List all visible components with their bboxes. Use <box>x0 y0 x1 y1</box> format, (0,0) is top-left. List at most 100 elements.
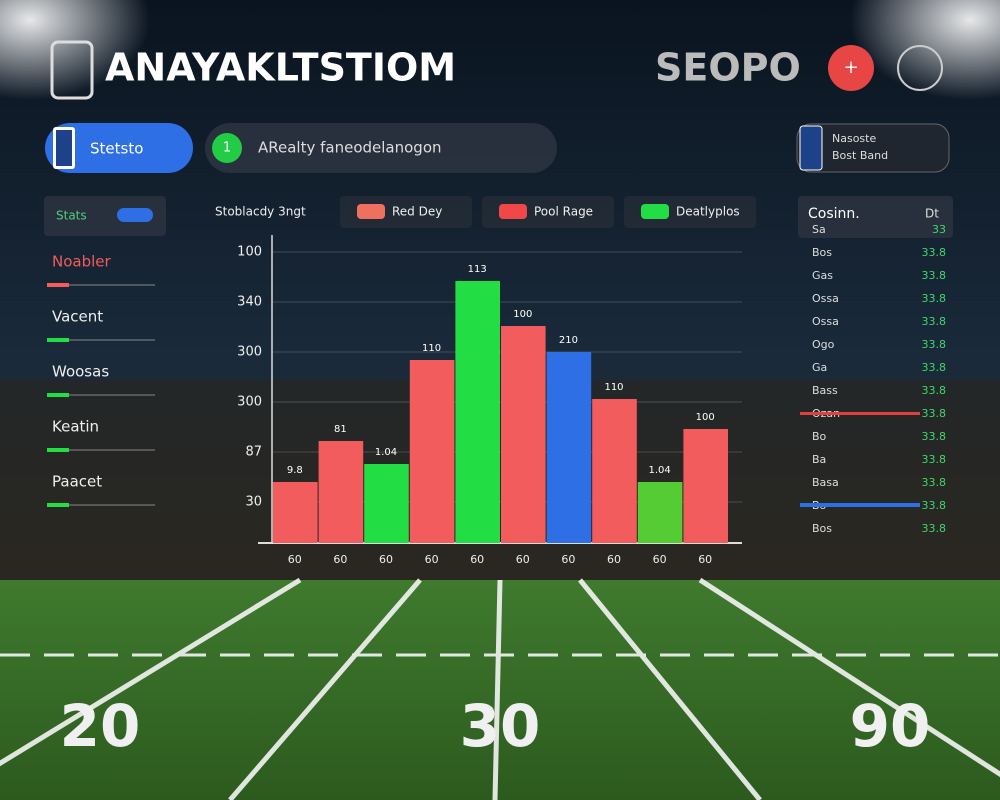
card-title: Nasoste <box>832 132 876 145</box>
legend-label: Pool Rage <box>534 205 593 219</box>
tab-icon <box>56 130 72 166</box>
x-tick-label: 60 <box>288 553 302 566</box>
row-value: 33.8 <box>922 522 947 535</box>
bar <box>318 441 364 543</box>
y-tick-label: 30 <box>245 495 262 510</box>
x-tick-label: 60 <box>698 553 712 566</box>
row-value: 33.8 <box>922 453 947 466</box>
right-tag: Dt <box>925 207 939 221</box>
brand: SEOPO <box>655 46 801 90</box>
right-header <box>798 196 953 238</box>
list-indicator <box>47 338 69 342</box>
yard-number: 30 <box>460 692 541 760</box>
legend-label: Deatlyplos <box>676 205 740 219</box>
legend-label: Red Dey <box>392 205 442 219</box>
x-tick-label: 60 <box>333 553 347 566</box>
search-text: ARealty faneodelanogon <box>258 139 442 157</box>
bar-value-label: 210 <box>559 335 578 346</box>
x-tick-label: 60 <box>653 553 667 566</box>
row-value: 33.8 <box>922 499 947 512</box>
row-value: 33.8 <box>922 384 947 397</box>
row-label: Ogo <box>812 338 835 351</box>
row-label: Gas <box>812 269 833 282</box>
list-label: Paacet <box>52 473 102 491</box>
bar <box>409 360 455 543</box>
stadium-light <box>850 0 1000 100</box>
info-card[interactable] <box>796 123 950 173</box>
bar-value-label: 1.04 <box>375 447 397 458</box>
row-label: Ossa <box>812 315 839 328</box>
legend-swatch <box>641 204 669 219</box>
x-tick-label: 60 <box>379 553 393 566</box>
tab-active[interactable] <box>45 123 193 173</box>
legend-swatch <box>499 204 527 219</box>
x-tick-label: 60 <box>516 553 530 566</box>
row-value: 33.8 <box>922 338 947 351</box>
card-subtitle: Bost Band <box>832 149 888 162</box>
row-label: Bos <box>812 246 832 259</box>
logo <box>50 40 94 100</box>
row-label: Bass <box>812 384 838 397</box>
row-value: 33.8 <box>922 315 947 328</box>
row-value: 33.8 <box>922 361 947 374</box>
row-label: Sa <box>812 223 826 236</box>
x-tick-label: 60 <box>561 553 575 566</box>
bar <box>546 352 592 543</box>
row-label: Basa <box>812 476 839 489</box>
y-tick-label: 340 <box>237 295 262 310</box>
list-label: Woosas <box>52 363 109 381</box>
row-label: Bos <box>812 522 832 535</box>
bar-value-label: 100 <box>513 309 532 320</box>
toggle-label: Stats <box>56 209 87 223</box>
app-title: ANAYAKLTSTIOM <box>105 46 456 90</box>
row-highlight <box>800 412 920 415</box>
search-badge <box>212 133 242 163</box>
row-value: 33.8 <box>922 269 947 282</box>
right-list: Sa 33 Bos 33.8 Gas 33.8 Ossa 33.8 Ossa 33.8 Ogo 33.… <box>800 223 946 535</box>
toggle-switch[interactable] <box>117 208 153 222</box>
row-highlight <box>800 503 920 507</box>
chart-title: Stoblacdy 3ngt <box>215 205 306 219</box>
list-indicator <box>47 448 69 452</box>
stadium-light <box>0 0 150 100</box>
profile-button[interactable] <box>897 45 943 91</box>
bar-value-label: 113 <box>468 264 487 275</box>
search-bar[interactable] <box>205 123 557 173</box>
bar-value-label: 1.04 <box>648 465 670 476</box>
row-value: 33.8 <box>922 407 947 420</box>
toggle-panel[interactable] <box>44 196 166 236</box>
bar-value-label: 81 <box>334 424 347 435</box>
bar-value-label: 110 <box>422 343 441 354</box>
y-tick-label: 300 <box>237 345 262 360</box>
chart: Stoblacdy 3ngt Red Dey Pool Rage Deatlyplo… <box>215 196 756 566</box>
list-label: Vacent <box>52 308 103 326</box>
row-value: 33.8 <box>922 476 947 489</box>
list-indicator <box>47 503 69 507</box>
bar-value-label: 110 <box>604 382 623 393</box>
row-label: Ga <box>812 361 827 374</box>
row-value: 33.8 <box>922 246 947 259</box>
bar <box>683 429 728 543</box>
x-tick-label: 60 <box>607 553 621 566</box>
list-indicator <box>47 393 69 397</box>
legend-swatch <box>357 204 385 219</box>
row-label: Ba <box>812 453 826 466</box>
left-list: Noabler Vacent Woosas Keatin Paacet <box>47 253 155 507</box>
list-label: Noabler <box>52 253 112 271</box>
row-value: 33 <box>932 223 946 236</box>
row-label: Ossa <box>812 292 839 305</box>
list-label: Keatin <box>52 418 99 436</box>
bar <box>501 326 546 543</box>
bar <box>592 399 637 543</box>
x-tick-label: 60 <box>425 553 439 566</box>
add-button[interactable] <box>828 45 874 91</box>
yard-number: 20 <box>60 692 141 760</box>
y-tick-label: 100 <box>237 245 262 260</box>
card-icon <box>799 125 823 171</box>
row-value: 33.8 <box>922 292 947 305</box>
y-tick-label: 300 <box>237 395 262 410</box>
row-label: Bo <box>812 430 827 443</box>
bar <box>455 281 500 543</box>
